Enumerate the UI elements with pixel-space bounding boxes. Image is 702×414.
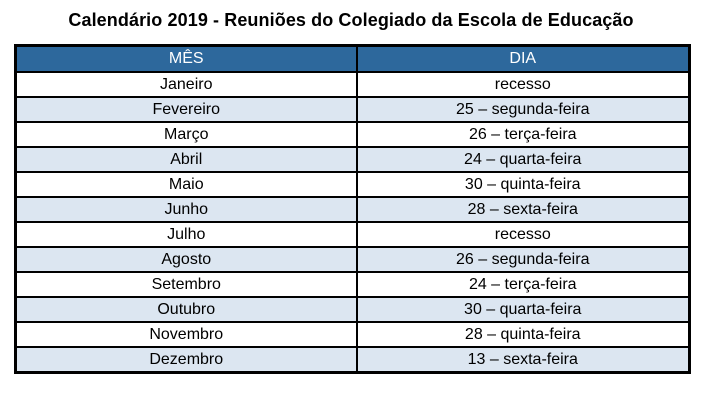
- table-row: Março 26 – terça-feira: [14, 121, 691, 148]
- header-row: MÊS DIA: [14, 44, 691, 73]
- month-cell: Setembro: [14, 271, 358, 298]
- table-header: MÊS DIA: [14, 44, 691, 73]
- month-cell: Março: [14, 121, 358, 148]
- day-cell: 30 – quarta-feira: [355, 296, 691, 323]
- month-cell: Junho: [14, 196, 358, 223]
- page-title: Calendário 2019 - Reuniões do Colegiado …: [68, 10, 634, 30]
- table-row: Abril 24 – quarta-feira: [14, 146, 691, 173]
- column-header-day: DIA: [355, 44, 691, 73]
- table-row: Maio 30 – quinta-feira: [14, 171, 691, 198]
- day-cell: 30 – quinta-feira: [355, 171, 691, 198]
- month-cell: Janeiro: [14, 71, 358, 98]
- day-cell: 13 – sexta-feira: [355, 346, 691, 374]
- month-cell: Agosto: [14, 246, 358, 273]
- table-row: Outubro 30 – quarta-feira: [14, 296, 691, 323]
- month-cell: Novembro: [14, 321, 358, 348]
- table-row: Agosto 26 – segunda-feira: [14, 246, 691, 273]
- day-cell: 24 – terça-feira: [355, 271, 691, 298]
- month-cell: Maio: [14, 171, 358, 198]
- day-cell: recesso: [355, 221, 691, 248]
- table-row: Dezembro 13 – sexta-feira: [14, 346, 691, 374]
- table-row: Novembro 28 – quinta-feira: [14, 321, 691, 348]
- month-cell: Outubro: [14, 296, 358, 323]
- table-row: Janeiro recesso: [14, 71, 691, 98]
- month-cell: Julho: [14, 221, 358, 248]
- day-cell: 24 – quarta-feira: [355, 146, 691, 173]
- table-row: Setembro 24 – terça-feira: [14, 271, 691, 298]
- day-cell: 28 – sexta-feira: [355, 196, 691, 223]
- day-cell: 26 – terça-feira: [355, 121, 691, 148]
- column-header-month: MÊS: [14, 44, 358, 73]
- day-cell: 28 – quinta-feira: [355, 321, 691, 348]
- table-row: Fevereiro 25 – segunda-feira: [14, 96, 691, 123]
- month-cell: Dezembro: [14, 346, 358, 374]
- day-cell: 25 – segunda-feira: [355, 96, 691, 123]
- table-row: Junho 28 – sexta-feira: [14, 196, 691, 223]
- month-cell: Abril: [14, 146, 358, 173]
- table-body: Janeiro recesso Fevereiro 25 – segunda-f…: [14, 71, 691, 374]
- month-cell: Fevereiro: [14, 96, 358, 123]
- table-row: Julho recesso: [14, 221, 691, 248]
- day-cell: 26 – segunda-feira: [355, 246, 691, 273]
- meetings-table: MÊS DIA Janeiro recesso Fevereiro 25 – s…: [14, 44, 691, 374]
- day-cell: recesso: [355, 71, 691, 98]
